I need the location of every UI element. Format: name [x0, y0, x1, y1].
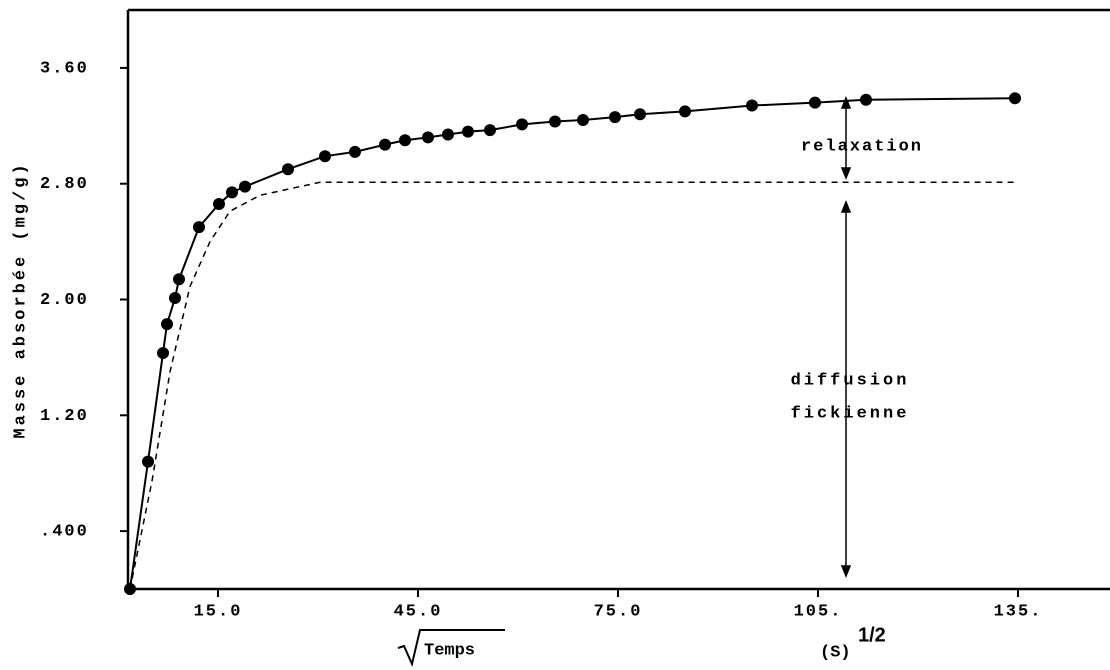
annotation: fickienne — [791, 404, 910, 423]
data-point — [860, 93, 872, 106]
data-point — [213, 197, 225, 210]
data-point — [399, 134, 411, 147]
arrows — [840, 95, 852, 579]
data-point — [349, 145, 361, 158]
data-point — [609, 111, 621, 124]
y-tick-label: 2.00 — [40, 291, 89, 310]
data-point — [634, 108, 646, 121]
data-point — [193, 221, 205, 234]
data-point — [484, 124, 496, 137]
y-tick-label: .400 — [40, 523, 89, 542]
data-point — [516, 118, 528, 131]
data-point — [142, 455, 154, 468]
data-point — [239, 180, 251, 193]
data-point — [379, 138, 391, 151]
data-point — [577, 114, 589, 127]
data-point — [442, 128, 454, 141]
y-tick-label: 1.20 — [40, 407, 89, 426]
data-point — [169, 292, 181, 305]
series-line — [129, 97, 1016, 590]
data-point — [157, 347, 169, 360]
radical-sign — [397, 629, 505, 668]
x-tick-label: 45.0 — [394, 602, 443, 621]
x-tick-label: 75.0 — [594, 602, 643, 621]
x-axis-unit: (S) — [820, 643, 851, 662]
y-tick-label: 2.80 — [40, 175, 89, 194]
data-point — [1009, 92, 1021, 105]
data-point — [679, 105, 691, 118]
data-point — [226, 186, 238, 199]
data-point — [746, 99, 758, 112]
data-point — [809, 96, 821, 109]
axes-frame — [126, 8, 1110, 591]
x-axis-unit-exponent: 1/2 — [858, 624, 886, 646]
data-point — [319, 150, 331, 163]
y-axis-label: Masse absorbée (mg/g) — [11, 161, 30, 438]
data-point — [462, 125, 474, 138]
x-axis-label: Temps — [424, 641, 475, 660]
series-line — [129, 181, 1015, 590]
data-point — [282, 163, 294, 176]
data-point — [422, 131, 434, 144]
data-point — [173, 273, 185, 286]
data-point — [549, 115, 561, 128]
x-tick-label: 15.0 — [194, 602, 243, 621]
annotation: relaxation — [801, 137, 923, 156]
data-point — [161, 318, 173, 331]
y-tick-label: 3.60 — [40, 59, 89, 78]
x-tick-label: 135. — [994, 602, 1043, 621]
x-tick-label: 105. — [794, 602, 843, 621]
annotation: diffusion — [791, 371, 910, 390]
